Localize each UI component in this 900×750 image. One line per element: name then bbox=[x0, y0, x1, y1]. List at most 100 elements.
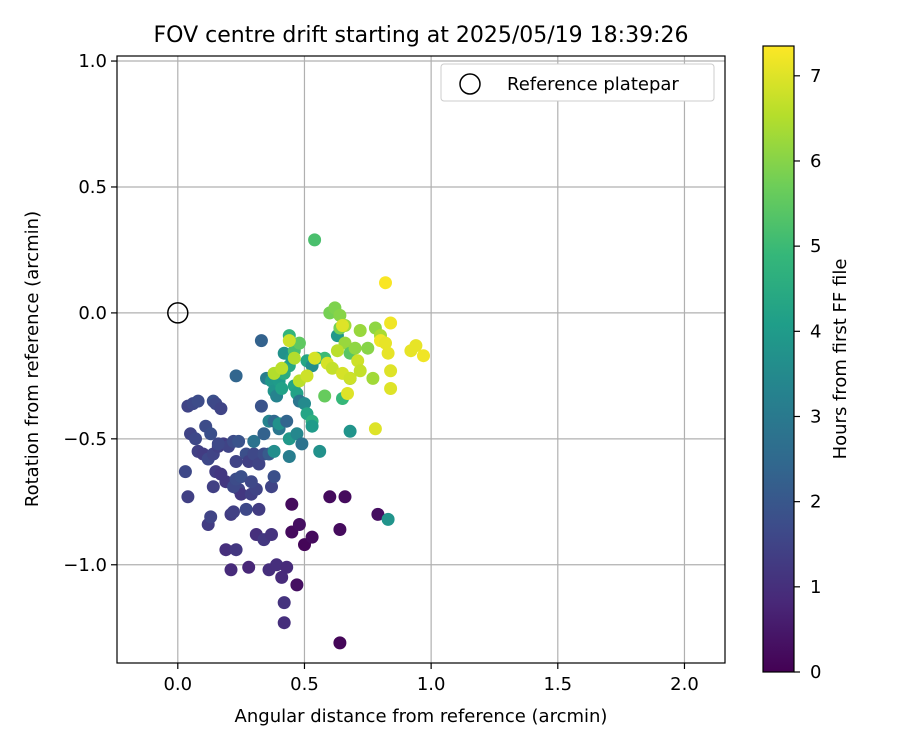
data-point bbox=[277, 596, 291, 610]
data-point bbox=[252, 502, 266, 516]
data-point bbox=[204, 427, 218, 441]
data-point bbox=[224, 563, 238, 577]
y-tick-label: 1.0 bbox=[78, 51, 107, 72]
data-point bbox=[214, 402, 228, 416]
data-point bbox=[229, 369, 243, 383]
data-point bbox=[206, 480, 220, 494]
data-point bbox=[244, 475, 258, 489]
data-point bbox=[257, 427, 271, 441]
data-point bbox=[417, 349, 430, 363]
data-point bbox=[239, 502, 253, 516]
colorbar-tick-label: 6 bbox=[810, 151, 821, 172]
data-point bbox=[295, 437, 309, 451]
data-point bbox=[333, 523, 347, 536]
x-tick-label: 1.5 bbox=[543, 674, 572, 695]
data-point bbox=[384, 382, 398, 395]
data-point bbox=[265, 480, 278, 494]
data-point bbox=[336, 319, 349, 332]
data-point bbox=[282, 334, 296, 348]
legend-box bbox=[440, 63, 715, 102]
data-point bbox=[384, 364, 398, 378]
data-point bbox=[275, 570, 289, 584]
data-point bbox=[292, 518, 306, 531]
colorbar-tick-label: 5 bbox=[810, 236, 821, 257]
data-point bbox=[308, 233, 322, 247]
data-point bbox=[333, 308, 347, 322]
data-point bbox=[189, 432, 202, 446]
data-point bbox=[178, 465, 192, 479]
y-tick-label: −1.0 bbox=[63, 555, 107, 576]
data-point bbox=[379, 336, 392, 350]
data-point bbox=[292, 336, 306, 350]
legend: Reference platepar bbox=[440, 63, 715, 102]
x-tick-label: 1.0 bbox=[417, 674, 446, 695]
data-point bbox=[409, 339, 423, 353]
data-point bbox=[247, 434, 261, 448]
data-point bbox=[330, 344, 344, 358]
colorbar-tick-label: 2 bbox=[810, 492, 821, 513]
data-point bbox=[285, 497, 299, 511]
data-point bbox=[318, 389, 332, 403]
data-point bbox=[313, 444, 327, 458]
data-point bbox=[204, 510, 218, 524]
data-point bbox=[280, 414, 294, 428]
reference-platepar-marker bbox=[167, 302, 189, 324]
data-point bbox=[351, 354, 365, 368]
data-point bbox=[325, 361, 339, 375]
data-point bbox=[361, 341, 375, 355]
data-point bbox=[277, 616, 291, 630]
data-point bbox=[229, 543, 243, 557]
data-point bbox=[298, 397, 311, 411]
x-tick-label: 2.0 bbox=[670, 674, 699, 695]
data-point bbox=[191, 394, 205, 408]
data-point bbox=[353, 324, 367, 337]
data-point bbox=[343, 424, 357, 438]
data-point bbox=[219, 543, 233, 557]
data-point bbox=[341, 387, 354, 400]
data-point bbox=[343, 371, 357, 385]
data-point bbox=[305, 419, 319, 433]
data-point bbox=[214, 467, 228, 481]
colorbar-tick-label: 3 bbox=[810, 406, 821, 427]
legend-label-reference: Reference platepar bbox=[507, 74, 679, 95]
data-point bbox=[290, 578, 304, 592]
colorbar-gradient bbox=[762, 45, 795, 673]
colorbar-ticks: 0 1 2 3 4 5 6 7 bbox=[794, 66, 821, 683]
x-axis-label: Angular distance from reference (arcmin) bbox=[235, 706, 608, 727]
colorbar-tick-label: 0 bbox=[810, 662, 821, 683]
data-points bbox=[178, 233, 430, 650]
data-point bbox=[270, 558, 284, 572]
data-point bbox=[242, 560, 256, 574]
y-tick-label: 0.5 bbox=[78, 177, 107, 198]
colorbar-tick-label: 7 bbox=[810, 66, 821, 87]
y-axis-label: Rotation from reference (arcmin) bbox=[22, 211, 43, 507]
data-point bbox=[267, 470, 281, 484]
data-point bbox=[275, 382, 289, 395]
chart-title: FOV centre drift starting at 2025/05/19 … bbox=[154, 23, 689, 48]
data-point bbox=[234, 470, 248, 484]
data-point bbox=[252, 457, 266, 471]
x-axis-ticks: 0.0 0.5 1.0 1.5 2.0 bbox=[163, 663, 699, 695]
data-point bbox=[300, 369, 314, 383]
colorbar: 0 1 2 3 4 5 6 7 Hours from first FF file bbox=[762, 45, 851, 683]
data-point bbox=[287, 351, 301, 365]
colorbar-tick-label: 1 bbox=[810, 577, 821, 598]
data-point bbox=[280, 560, 294, 574]
x-tick-label: 0.0 bbox=[163, 674, 192, 695]
data-point bbox=[305, 530, 319, 544]
data-point bbox=[290, 427, 304, 441]
y-axis-ticks: −1.0 −0.5 0.0 0.5 1.0 bbox=[63, 51, 117, 576]
data-point bbox=[211, 437, 225, 451]
data-point bbox=[181, 490, 195, 504]
data-point bbox=[348, 341, 362, 355]
colorbar-tick-label: 4 bbox=[810, 321, 821, 342]
data-point bbox=[384, 316, 398, 330]
data-point bbox=[275, 361, 289, 375]
data-point bbox=[381, 512, 395, 526]
data-point bbox=[379, 276, 392, 290]
data-point bbox=[323, 490, 337, 504]
data-point bbox=[368, 422, 382, 436]
data-point bbox=[381, 346, 395, 360]
plot-area-frame bbox=[116, 55, 726, 664]
